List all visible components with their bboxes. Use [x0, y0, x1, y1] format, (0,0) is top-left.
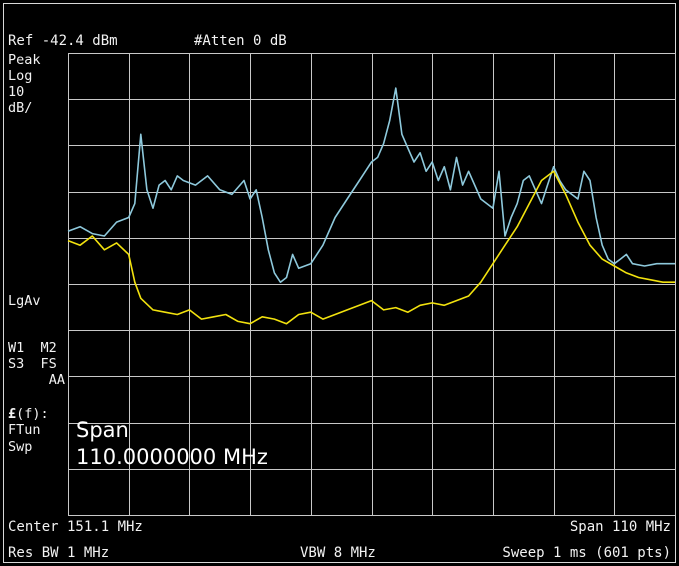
res-bw-label: Res BW 1 MHz	[8, 545, 109, 561]
trace-group	[68, 88, 675, 324]
detector-label: Peak	[8, 53, 68, 68]
trace-2-line	[68, 171, 675, 323]
scale-type-label: Log	[8, 69, 68, 84]
scale-value-label: 10	[8, 85, 68, 100]
ef-symbol: £	[8, 406, 16, 422]
trace-state-row-3: AA	[8, 373, 65, 388]
active-function-title: Span	[76, 418, 129, 442]
vbw-label: VBW 8 MHz	[300, 545, 376, 561]
span-label: Span 110 MHz	[570, 519, 671, 535]
averaging-label: LgAv	[8, 294, 68, 309]
ef-label: £(f):	[8, 407, 68, 422]
attenuation-label: #Atten 0 dB	[194, 33, 287, 49]
active-function-value: 110.0000000 MHz	[76, 445, 268, 469]
trace-state-row-2: S3 FS	[8, 357, 68, 372]
scale-unit-label: dB/	[8, 101, 68, 116]
ref-level-label: Ref -42.4 dBm	[8, 33, 118, 49]
trace-1-line	[68, 88, 675, 282]
ftun-label: FTun	[8, 423, 68, 438]
ef-text: (f):	[16, 406, 49, 422]
sweep-label: Sweep 1 ms (601 pts)	[502, 545, 671, 561]
center-frequency-label: Center 151.1 MHz	[8, 519, 143, 535]
sweep-mode-label: Swp	[8, 440, 68, 455]
trace-state-row-1: W1 M2	[8, 341, 68, 356]
